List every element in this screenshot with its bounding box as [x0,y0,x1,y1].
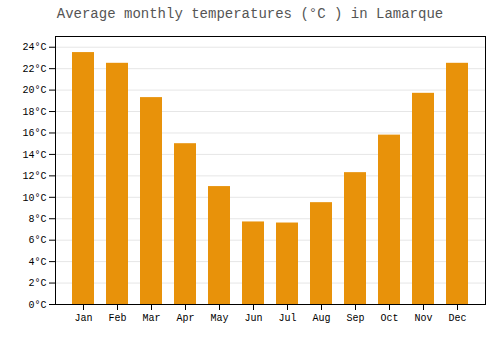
svg-text:10°C: 10°C [22,193,46,204]
svg-text:20°C: 20°C [22,85,46,96]
svg-text:16°C: 16°C [22,128,46,139]
svg-text:18°C: 18°C [22,107,46,118]
svg-text:24°C: 24°C [22,42,46,53]
svg-text:14°C: 14°C [22,150,46,161]
svg-text:Mar: Mar [142,313,160,324]
svg-text:6°C: 6°C [28,235,46,246]
svg-text:2°C: 2°C [28,278,46,289]
svg-text:Sep: Sep [346,313,364,324]
svg-text:Apr: Apr [176,313,194,324]
svg-text:Jun: Jun [244,313,262,324]
svg-text:22°C: 22°C [22,64,46,75]
svg-text:Nov: Nov [414,313,432,324]
svg-text:Feb: Feb [108,313,126,324]
svg-text:8°C: 8°C [28,214,46,225]
svg-text:Dec: Dec [448,313,466,324]
svg-text:Jul: Jul [278,313,296,324]
svg-text:Jan: Jan [74,313,92,324]
html-text:Average monthly temperatures (: Average monthly temperatures (°C ) in La… [56,6,444,22]
svg-text:4°C: 4°C [28,257,46,268]
svg-text:Oct: Oct [380,313,398,324]
svg-text:0°C: 0°C [28,300,46,311]
svg-text:Aug: Aug [312,313,330,324]
svg-text:May: May [210,313,228,324]
svg-text:12°C: 12°C [22,171,46,182]
